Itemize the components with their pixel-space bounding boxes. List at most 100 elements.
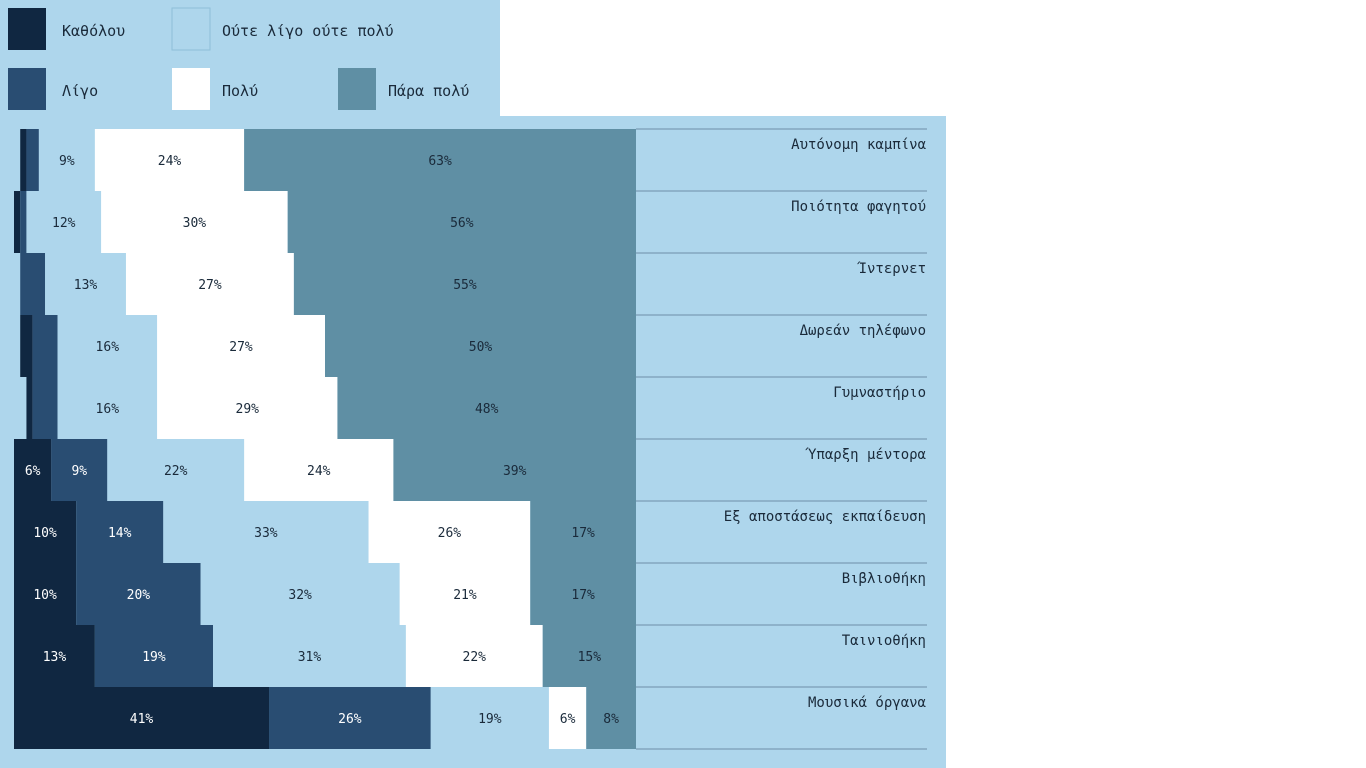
bar-value-label: 27% xyxy=(229,340,253,355)
bar-value-label: 19% xyxy=(142,650,166,665)
bar-value-label: 10% xyxy=(33,588,57,603)
bar-value-label: 20% xyxy=(127,588,151,603)
legend-swatch xyxy=(8,68,46,110)
bar-segment xyxy=(20,129,27,191)
bar-segment xyxy=(293,253,636,315)
bar-segment xyxy=(26,191,102,253)
bar-segment xyxy=(14,687,270,749)
bar-segment xyxy=(94,129,245,191)
bar-segment xyxy=(14,625,95,687)
bar-segment xyxy=(548,687,587,749)
category-labels: Αυτόνομη καμπίνα Ποιότητα φαγητού Ίντερνετ… xyxy=(636,128,927,750)
bar-segment xyxy=(14,501,77,563)
bar-value-label: 14% xyxy=(108,526,132,541)
bar-segment xyxy=(157,315,325,377)
legend-swatch xyxy=(338,68,376,110)
bar-segment xyxy=(287,191,636,253)
bar-value-label: 22% xyxy=(463,650,487,665)
bar-value-label: 6% xyxy=(560,712,576,727)
bar-segment xyxy=(14,191,21,253)
category-label: Δωρεάν τηλέφωνο xyxy=(800,323,926,339)
bar-segment xyxy=(430,687,549,749)
bar-value-label: 22% xyxy=(164,464,188,479)
bar-value-label: 56% xyxy=(450,216,474,231)
bar-value-label: 15% xyxy=(578,650,602,665)
bar-segment xyxy=(45,253,126,315)
bar-value-label: 13% xyxy=(74,278,98,293)
category-label: Ποιότητα φαγητού xyxy=(791,199,926,215)
bar-segment xyxy=(26,377,33,439)
category-label: Ίντερνετ xyxy=(857,261,926,277)
legend-swatch xyxy=(172,68,210,110)
category-label: Βιβλιοθήκη xyxy=(842,571,926,587)
bar-value-label: 24% xyxy=(307,464,331,479)
bar-value-label: 6% xyxy=(25,464,41,479)
category-label: Εξ αποστάσεως εκπαίδευση xyxy=(724,509,926,525)
bar-segment xyxy=(107,439,245,501)
legend-label: Λίγο xyxy=(62,82,98,100)
bar-segment xyxy=(337,377,636,439)
bar-segment xyxy=(393,439,636,501)
legend-label: Καθόλου xyxy=(62,22,125,40)
bar-segment xyxy=(101,191,288,253)
legend-swatch xyxy=(171,7,211,51)
bar-segment xyxy=(76,501,164,563)
bar-value-label: 9% xyxy=(59,154,75,169)
bar-segment xyxy=(14,439,52,501)
bar-segment xyxy=(405,625,543,687)
bar-value-label: 33% xyxy=(254,526,278,541)
category-label: Ύπαρξη μέντορα xyxy=(805,447,927,463)
bar-segment xyxy=(20,315,33,377)
bar-segment xyxy=(244,439,394,501)
bars: 9% 24% 63% 12% 30% 56% 13% 27% 55% 16% 27% 50% 16% 29… xyxy=(14,129,636,749)
category-label: Αυτόνομη καμπίνα xyxy=(791,137,926,153)
bar-value-label: 27% xyxy=(198,278,222,293)
bar-value-label: 16% xyxy=(96,340,120,355)
bar-value-label: 26% xyxy=(338,712,362,727)
bar-segment xyxy=(213,625,406,687)
bar-value-label: 32% xyxy=(288,588,312,603)
bar-segment xyxy=(530,563,636,625)
bar-value-label: 55% xyxy=(453,278,477,293)
bar-value-label: 41% xyxy=(130,712,154,727)
bar-value-label: 24% xyxy=(158,154,182,169)
bar-segment xyxy=(38,129,95,191)
bar-value-label: 10% xyxy=(33,526,57,541)
bar-segment xyxy=(125,253,294,315)
bar-segment xyxy=(32,377,58,439)
legend-label: Ούτε λίγο ούτε πολύ xyxy=(222,22,394,40)
bar-value-label: 21% xyxy=(453,588,477,603)
bar-segment xyxy=(51,439,108,501)
bar-segment xyxy=(76,563,201,625)
bar-segment xyxy=(157,377,338,439)
legend-label: Πάρα πολύ xyxy=(388,82,469,100)
bar-value-label: 50% xyxy=(469,340,493,355)
legend-swatch xyxy=(8,8,46,50)
bar-segment xyxy=(20,253,46,315)
bar-segment xyxy=(200,563,400,625)
bar-segment xyxy=(325,315,636,377)
bar-value-label: 31% xyxy=(298,650,322,665)
bar-value-label: 29% xyxy=(236,402,260,417)
bar-segment xyxy=(94,625,214,687)
legend: Καθόλου Λίγο Ούτε λίγο ούτε πολύ Πολύ Πάρα π… xyxy=(8,7,469,110)
bar-value-label: 19% xyxy=(478,712,502,727)
bar-segment xyxy=(542,625,636,687)
bar-segment xyxy=(244,129,636,191)
bar-segment xyxy=(32,315,58,377)
legend-label: Πολύ xyxy=(222,82,258,100)
bar-value-label: 48% xyxy=(475,402,499,417)
bar-value-label: 30% xyxy=(183,216,207,231)
bar-segment xyxy=(368,501,531,563)
bar-segment xyxy=(57,377,158,439)
bar-segment xyxy=(26,129,39,191)
bar-segment xyxy=(399,563,531,625)
bar-segment xyxy=(14,563,77,625)
bar-value-label: 16% xyxy=(96,402,120,417)
bar-value-label: 8% xyxy=(603,712,619,727)
bar-value-label: 17% xyxy=(571,588,595,603)
bar-segment xyxy=(530,501,636,563)
bar-segment xyxy=(20,191,27,253)
category-label: Ταινιοθήκη xyxy=(842,633,926,649)
